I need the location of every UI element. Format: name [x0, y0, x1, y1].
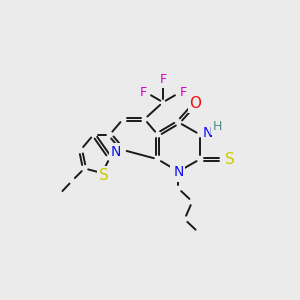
Text: S: S: [225, 152, 234, 167]
Text: F: F: [179, 86, 187, 100]
Text: O: O: [189, 96, 201, 111]
Text: N: N: [173, 165, 184, 179]
Text: H: H: [212, 120, 222, 134]
Text: S: S: [99, 168, 109, 183]
Text: N: N: [203, 126, 213, 140]
Text: N: N: [172, 166, 182, 180]
Text: F: F: [140, 86, 147, 100]
Text: N: N: [111, 145, 122, 158]
Text: F: F: [160, 74, 167, 86]
